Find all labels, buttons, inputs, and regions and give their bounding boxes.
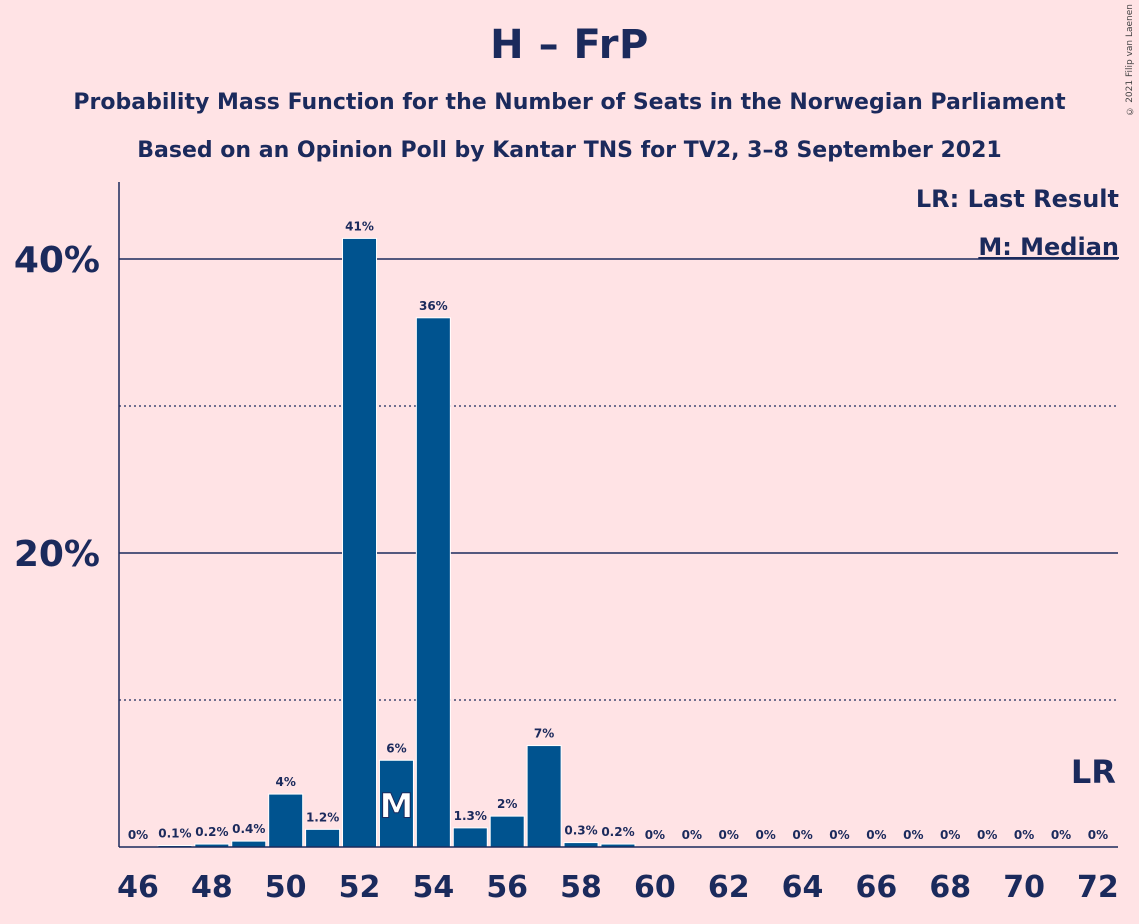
data-label-seat-49: 0.4%: [232, 822, 265, 836]
data-label-seat-70: 0%: [1014, 828, 1034, 842]
data-label-seat-54: 36%: [419, 299, 448, 313]
data-label-seat-46: 0%: [128, 828, 148, 842]
data-label-seat-69: 0%: [977, 828, 997, 842]
bar-seat-51: [305, 828, 341, 848]
x-tick-label: 70: [1003, 870, 1045, 905]
bar-seat-53: [378, 759, 414, 848]
data-label-seat-72: 0%: [1088, 828, 1108, 842]
data-label-seat-66: 0%: [866, 828, 886, 842]
data-label-seat-56: 2%: [497, 797, 517, 811]
chart-subtitle-line1: Probability Mass Function for the Number…: [73, 90, 1066, 115]
bar-seat-57: [526, 745, 562, 848]
data-label-seat-67: 0%: [903, 828, 923, 842]
data-label-seat-47: 0.1%: [158, 827, 191, 841]
data-label-seat-51: 1.2%: [306, 810, 339, 824]
median-marker: M: [380, 787, 414, 827]
data-label-seat-52: 41%: [345, 219, 374, 233]
x-tick-label: 58: [560, 870, 602, 905]
x-tick-label: 72: [1077, 870, 1119, 905]
x-tick-label: 50: [265, 870, 307, 905]
bar-seat-56: [489, 815, 525, 848]
chart-title: H – FrP: [490, 22, 649, 68]
data-label-seat-60: 0%: [645, 828, 665, 842]
x-tick-label: 66: [856, 870, 898, 905]
bar-seat-49: [231, 840, 267, 848]
last-result-marker: LR: [1071, 753, 1116, 791]
x-tick-label: 60: [634, 870, 676, 905]
data-label-seat-57: 7%: [534, 727, 554, 741]
data-label-seat-48: 0.2%: [195, 825, 228, 839]
bar-seat-50: [268, 793, 304, 848]
bar-seat-55: [452, 827, 488, 848]
data-label-seat-53: 6%: [386, 741, 406, 755]
data-label-seat-64: 0%: [792, 828, 812, 842]
data-label-seat-55: 1.3%: [454, 809, 487, 823]
legend-last-result: LR: Last Result: [915, 185, 1119, 213]
data-label-seat-59: 0.2%: [601, 825, 634, 839]
x-tick-label: 56: [486, 870, 528, 905]
x-tick-label: 54: [412, 870, 454, 905]
legend-median: M: Median: [978, 233, 1119, 261]
data-label-seat-63: 0%: [755, 828, 775, 842]
data-label-seat-71: 0%: [1051, 828, 1071, 842]
x-tick-label: 46: [117, 870, 159, 905]
data-label-seat-65: 0%: [829, 828, 849, 842]
bar-seat-52: [342, 237, 378, 848]
x-tick-label: 52: [339, 870, 381, 905]
y-tick-label: 40%: [14, 240, 100, 281]
chart-subtitle-line2: Based on an Opinion Poll by Kantar TNS f…: [137, 138, 1002, 163]
data-label-seat-50: 4%: [275, 775, 295, 789]
x-tick-label: 68: [929, 870, 971, 905]
bar-seat-54: [415, 317, 451, 848]
x-tick-label: 62: [708, 870, 750, 905]
x-tick-label: 64: [782, 870, 824, 905]
data-label-seat-68: 0%: [940, 828, 960, 842]
data-label-seat-62: 0%: [719, 828, 739, 842]
x-tick-label: 48: [191, 870, 233, 905]
y-tick-label: 20%: [14, 534, 100, 575]
data-label-seat-58: 0.3%: [564, 824, 597, 838]
data-label-seat-61: 0%: [682, 828, 702, 842]
